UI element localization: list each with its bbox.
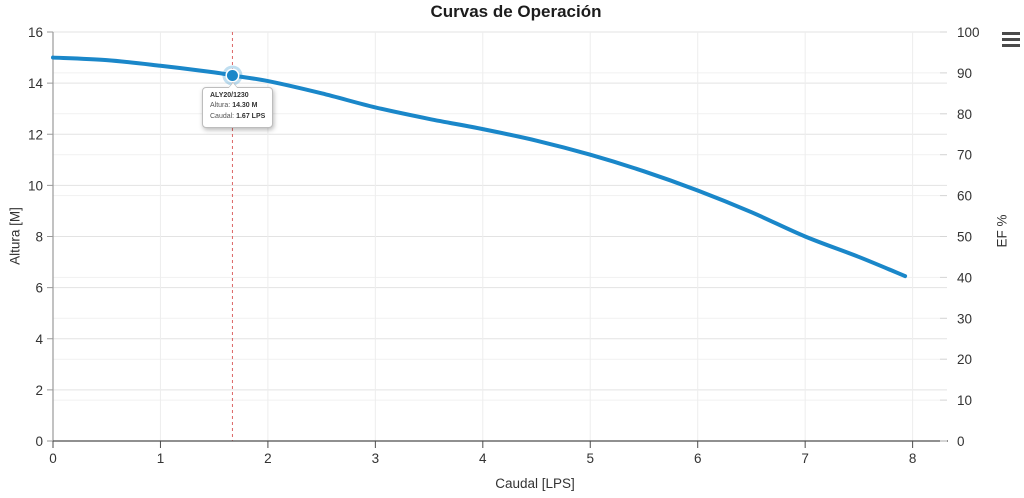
y-axis-title-right: EF % bbox=[994, 214, 1010, 248]
x-tick-label: 8 bbox=[909, 451, 917, 466]
y-left-tick-label: 14 bbox=[28, 76, 44, 91]
y-axis-title-left: Altura [M] bbox=[7, 207, 23, 265]
chart-title: Curvas de Operación bbox=[430, 2, 602, 21]
y-left-tick-label: 2 bbox=[35, 383, 43, 398]
x-tick-label: 3 bbox=[372, 451, 380, 466]
y-left-tick-label: 6 bbox=[35, 281, 43, 296]
data-point-tooltip: ALY20/1230 Altura: 14.30 M Caudal: 1.67 … bbox=[202, 82, 274, 128]
y-left-tick-label: 16 bbox=[28, 25, 43, 40]
y-left-tick-label: 0 bbox=[35, 434, 43, 449]
export-menu-button[interactable] bbox=[1002, 32, 1021, 47]
hamburger-menu-icon bbox=[1002, 38, 1020, 41]
x-tick-label: 2 bbox=[264, 451, 272, 466]
x-tick-label: 0 bbox=[49, 451, 57, 466]
hamburger-menu-icon bbox=[1002, 32, 1020, 35]
y-right-tick-label: 30 bbox=[957, 311, 972, 326]
y-left-tick-label: 12 bbox=[28, 127, 43, 142]
tooltip-caudal-row: Caudal: 1.67 LPS bbox=[210, 112, 266, 120]
y-right-tick-label: 70 bbox=[957, 148, 972, 163]
y-right-tick-label: 0 bbox=[957, 434, 965, 449]
x-tick-label: 5 bbox=[587, 451, 595, 466]
y-right-tick-label: 40 bbox=[957, 270, 972, 285]
y-right-tick-label: 80 bbox=[957, 107, 972, 122]
y-left-tick-label: 10 bbox=[28, 178, 43, 193]
hamburger-menu-icon bbox=[1002, 44, 1020, 47]
y-right-tick-label: 50 bbox=[957, 230, 972, 245]
tooltip-altura-row: Altura: 14.30 M bbox=[210, 102, 258, 109]
pump-curve[interactable] bbox=[51, 55, 908, 279]
y-right-tick-label: 100 bbox=[957, 25, 980, 40]
y-right-tick-label: 60 bbox=[957, 189, 972, 204]
x-tick-label: 4 bbox=[479, 451, 487, 466]
y-left-tick-label: 4 bbox=[35, 332, 43, 347]
tooltip-arrow bbox=[228, 83, 238, 89]
x-axis-title: Caudal [LPS] bbox=[495, 476, 575, 491]
y-left-tick-label: 8 bbox=[35, 230, 43, 245]
y-right-tick-label: 20 bbox=[957, 352, 972, 367]
x-tick-label: 6 bbox=[694, 451, 702, 466]
y-right-tick-label: 10 bbox=[957, 393, 972, 408]
x-tick-label: 7 bbox=[801, 451, 809, 466]
y-right-tick-label: 90 bbox=[957, 66, 972, 81]
selected-point-marker[interactable] bbox=[226, 69, 238, 81]
tooltip-series-name: ALY20/1230 bbox=[210, 92, 249, 99]
x-tick-label: 1 bbox=[157, 451, 165, 466]
